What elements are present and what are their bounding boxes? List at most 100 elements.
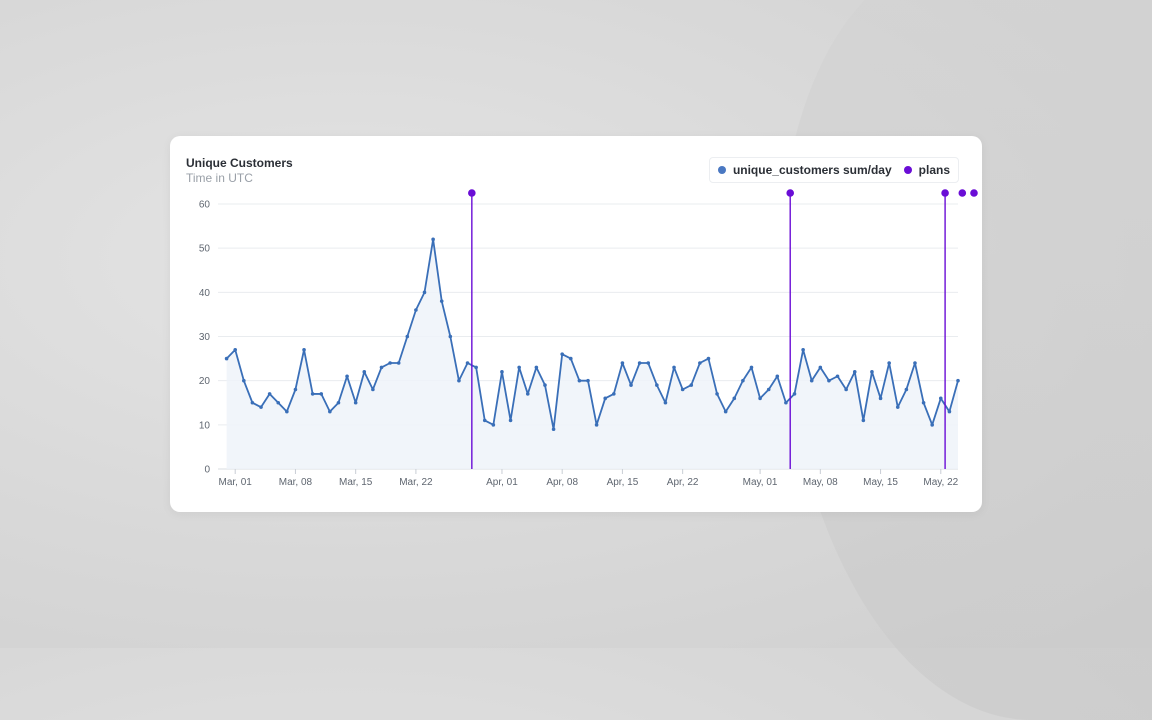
data-point	[405, 334, 410, 339]
data-point	[758, 396, 762, 401]
data-point	[457, 378, 461, 383]
data-point	[302, 347, 306, 352]
data-point	[861, 418, 866, 423]
data-point	[379, 365, 384, 370]
data-point	[371, 387, 375, 392]
chart-subtitle: Time in UTC	[186, 171, 253, 185]
data-point	[827, 378, 831, 383]
data-point	[362, 370, 367, 374]
data-point	[749, 365, 754, 370]
y-tick-label: 0	[204, 465, 210, 476]
plan-marker-dot	[941, 189, 949, 197]
legend-item-unique-customers[interactable]: unique_customers sum/day	[717, 163, 892, 177]
data-point	[276, 400, 281, 405]
data-point	[732, 396, 737, 401]
x-tick-label: Apr, 01	[486, 477, 518, 488]
data-point	[586, 378, 590, 383]
data-point	[689, 383, 694, 387]
y-tick-label: 40	[199, 288, 211, 299]
data-point	[259, 405, 263, 409]
data-point	[706, 356, 711, 361]
legend-item-plans[interactable]: plans	[903, 163, 950, 177]
data-point	[672, 365, 676, 370]
plan-marker-dot	[970, 189, 978, 197]
data-point	[242, 378, 246, 383]
data-point	[422, 290, 427, 295]
data-point	[930, 423, 934, 427]
data-point	[414, 308, 418, 312]
data-point	[525, 392, 530, 396]
data-point	[612, 392, 616, 396]
data-point	[551, 427, 556, 432]
x-tick-label: Apr, 08	[546, 477, 578, 488]
data-point	[285, 409, 289, 414]
data-point	[439, 299, 444, 303]
data-point	[715, 392, 719, 396]
data-point	[603, 396, 608, 401]
data-point	[870, 370, 874, 374]
data-point	[491, 423, 496, 427]
data-point	[267, 392, 272, 396]
data-point	[224, 356, 229, 361]
data-point	[775, 374, 780, 379]
data-point	[646, 361, 651, 365]
x-tick-label: May, 01	[743, 477, 778, 488]
data-point	[388, 361, 392, 365]
legend-dot-icon	[903, 166, 912, 174]
data-point	[956, 378, 960, 383]
data-point	[293, 387, 298, 392]
x-tick-label: Apr, 22	[667, 477, 699, 488]
x-tick-label: May, 08	[803, 477, 838, 488]
data-point	[895, 405, 900, 409]
data-point	[723, 409, 728, 414]
data-point	[818, 365, 823, 370]
plan-marker-dot	[468, 189, 476, 197]
x-tick-label: Mar, 15	[339, 477, 373, 488]
data-point	[396, 361, 401, 365]
data-point	[629, 383, 633, 387]
data-point	[353, 400, 358, 405]
y-tick-label: 30	[199, 332, 211, 343]
data-point	[655, 383, 659, 387]
x-tick-label: May, 15	[863, 477, 898, 488]
data-point	[663, 400, 668, 405]
y-tick-label: 20	[199, 376, 211, 387]
data-point	[560, 352, 564, 356]
data-point	[878, 396, 883, 401]
data-point	[852, 370, 857, 374]
data-point	[543, 383, 547, 387]
data-point	[766, 387, 771, 392]
chart-card: Unique Customers Time in UTC unique_cust…	[170, 136, 982, 512]
y-tick-label: 60	[199, 200, 211, 211]
plan-marker-dot	[786, 189, 795, 197]
data-point	[801, 347, 805, 352]
data-point	[328, 409, 332, 414]
data-point	[517, 365, 521, 370]
plan-marker-dot	[958, 189, 967, 197]
data-point	[310, 392, 315, 396]
x-tick-label: Mar, 22	[399, 477, 433, 488]
x-tick-label: Mar, 01	[219, 477, 253, 488]
data-point	[319, 392, 324, 396]
data-point	[534, 365, 539, 370]
data-point	[250, 400, 255, 405]
data-point	[921, 400, 926, 405]
legend-dot-icon	[717, 166, 726, 174]
data-point	[482, 418, 487, 423]
y-tick-label: 50	[199, 244, 211, 255]
chart-legend: unique_customers sum/day plans	[708, 157, 959, 183]
data-point	[500, 370, 504, 374]
data-point	[938, 396, 943, 401]
x-tick-label: Mar, 08	[279, 477, 313, 488]
data-point	[680, 387, 685, 392]
line-chart: 0 10 20 30 40 50 60 Mar, 01 Mar, 08 Mar, 15 Mar, 2…	[199, 189, 978, 488]
chart-title: Unique Customers	[186, 156, 293, 170]
data-point	[448, 334, 453, 339]
legend-label: plans	[918, 163, 950, 177]
data-point	[508, 418, 513, 423]
data-point	[233, 347, 238, 352]
y-tick-label: 10	[199, 420, 211, 431]
data-point	[568, 356, 573, 361]
data-point	[465, 361, 470, 365]
data-point	[913, 361, 917, 365]
